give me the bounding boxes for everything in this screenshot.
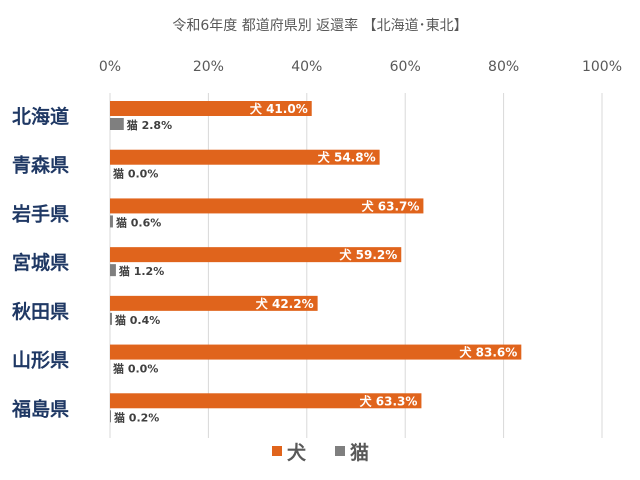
bar-dog bbox=[110, 247, 402, 263]
bar-cat bbox=[110, 410, 111, 423]
category-label: 青森県 bbox=[12, 154, 69, 177]
x-tick-label: 40% bbox=[291, 59, 322, 75]
data-label-dog: 犬 42.2% bbox=[256, 296, 314, 311]
category-label: 秋田県 bbox=[12, 300, 69, 323]
data-label-dog: 犬 54.8% bbox=[318, 150, 376, 165]
bar-dog bbox=[110, 198, 424, 214]
category-label: 北海道 bbox=[12, 105, 69, 128]
bar-cat bbox=[110, 215, 113, 228]
gridlines bbox=[109, 93, 603, 438]
data-label-dog: 犬 59.2% bbox=[339, 247, 397, 262]
data-label-dog: 犬 83.6% bbox=[459, 345, 517, 360]
x-tick-label: 80% bbox=[488, 59, 519, 75]
bar-dog bbox=[110, 295, 318, 311]
data-label-dog: 犬 63.7% bbox=[362, 198, 420, 213]
data-label-cat: 猫 2.8% bbox=[127, 118, 172, 132]
data-label-cat: 猫 0.0% bbox=[113, 167, 158, 181]
data-label-cat: 猫 0.4% bbox=[115, 313, 160, 327]
bar-cat bbox=[110, 118, 124, 130]
legend-swatch bbox=[335, 446, 345, 456]
x-tick-label: 100% bbox=[582, 59, 622, 75]
bar-dog bbox=[110, 101, 312, 116]
category-label: 岩手県 bbox=[11, 202, 69, 225]
data-label-dog: 犬 41.0% bbox=[250, 101, 308, 116]
legend-label: 犬 bbox=[287, 441, 307, 464]
x-tick-label: 20% bbox=[193, 59, 224, 75]
bar-cat bbox=[110, 312, 112, 325]
data-label-cat: 猫 0.2% bbox=[114, 410, 159, 424]
x-tick-label: 0% bbox=[99, 59, 121, 75]
data-label-cat: 猫 0.6% bbox=[116, 215, 161, 229]
chart-title: 令和6年度 都道府県別 返還率 【北海道･東北】 bbox=[172, 17, 467, 34]
x-axis-ticks: 0% 20% 40% 60% 80% 100% bbox=[99, 59, 622, 75]
bar-cat bbox=[110, 264, 116, 277]
category-label: 宮城県 bbox=[12, 251, 69, 274]
bar-dog bbox=[110, 149, 380, 165]
data-label-dog: 犬 63.3% bbox=[360, 393, 418, 408]
legend-swatch bbox=[272, 446, 282, 456]
bar-dog bbox=[110, 393, 422, 409]
bar-dog bbox=[110, 344, 522, 360]
bars: 犬 41.0% 猫 2.8% 犬 54.8% 猫 0.0% 犬 63.7% 猫 0.6% 犬… bbox=[110, 101, 522, 424]
data-label-cat: 猫 1.2% bbox=[119, 264, 164, 278]
legend: 犬猫 bbox=[272, 441, 369, 464]
x-tick-label: 60% bbox=[390, 59, 421, 75]
data-label-cat: 猫 0.0% bbox=[113, 362, 158, 376]
category-label: 山形県 bbox=[12, 350, 69, 372]
category-label: 福島県 bbox=[11, 397, 69, 420]
legend-label: 猫 bbox=[350, 441, 369, 464]
